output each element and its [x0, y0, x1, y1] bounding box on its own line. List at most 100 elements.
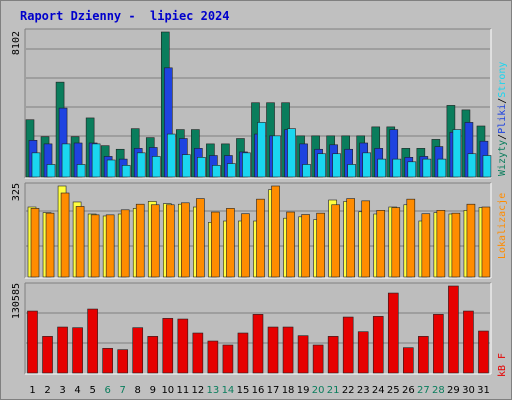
lokalizacje-bar: [75, 206, 85, 278]
day-label: 29: [447, 385, 460, 396]
day-label: 4: [74, 385, 80, 396]
kb-bar: [162, 318, 174, 374]
day-label: 19: [297, 385, 310, 396]
lokalizacje-bar: [301, 214, 310, 278]
lokalizacje-bar: [60, 192, 70, 278]
strony-bar: [437, 158, 447, 178]
lokalizacje-bar: [286, 211, 295, 278]
strony-bar: [422, 158, 432, 178]
lokalizacje-bar: [105, 214, 115, 278]
day-label: 30: [462, 385, 475, 396]
strony-bar: [467, 153, 477, 178]
lokalizacje-bar: [120, 209, 130, 278]
day-label: 10: [161, 385, 174, 396]
kb-bar: [237, 332, 249, 374]
legend-kb: kB F: [497, 353, 508, 377]
kb-bar: [87, 308, 98, 374]
day-label: 26: [402, 385, 415, 396]
day-label: 18: [282, 385, 295, 396]
day-label: 8: [135, 385, 141, 396]
day-label: 28: [432, 385, 445, 396]
kb-bar: [27, 310, 38, 374]
day-label: 2: [44, 385, 50, 396]
strony-bar: [76, 164, 86, 178]
lokalizacje-bar: [436, 210, 446, 278]
lokalizacje-bar: [181, 202, 190, 278]
kb-bar: [282, 326, 294, 374]
strony-bar: [91, 143, 101, 178]
kb-bar: [102, 348, 113, 374]
day-label: 11: [176, 385, 189, 396]
legend-text: kB F: [497, 353, 508, 377]
strony-bar: [31, 152, 41, 178]
lokalizacje-bar: [271, 185, 280, 278]
day-label: 14: [222, 385, 235, 396]
strony-bar: [362, 152, 372, 178]
lokalizacje-bar: [331, 204, 340, 278]
day-label: 22: [342, 385, 355, 396]
kb-bar: [57, 326, 68, 374]
strony-bar: [347, 164, 356, 178]
kb-bar: [297, 335, 309, 374]
strony-bar: [242, 152, 251, 178]
day-label: 5: [89, 385, 95, 396]
legend-text: Wizyty/Pliki/Strony: [497, 62, 508, 176]
day-label: 16: [252, 385, 265, 396]
day-label: 23: [357, 385, 370, 396]
kb-bar: [147, 336, 159, 374]
legend-strony: Strony: [497, 62, 508, 98]
strony-bar: [302, 164, 311, 178]
strony-bar: [61, 143, 71, 178]
legend-text: Lokalizacje: [497, 193, 508, 259]
lokalizacje-bar: [226, 208, 235, 278]
lokalizacje-bar: [361, 200, 371, 278]
day-label: 31: [477, 385, 490, 396]
lokalizacje-bar: [346, 198, 355, 278]
strony-bar: [392, 158, 402, 178]
day-label: 15: [237, 385, 250, 396]
day-label: 7: [120, 385, 126, 396]
day-label: 9: [150, 385, 156, 396]
legend-wizyty: Wizyty: [497, 140, 508, 176]
lokalizacje-bar: [211, 211, 220, 278]
y-max-label: 325: [11, 183, 22, 201]
y-max-label: 8102: [11, 31, 22, 55]
strony-bar: [482, 155, 492, 178]
day-label: 27: [417, 385, 430, 396]
strony-bar: [46, 164, 56, 178]
kb-bar: [387, 292, 399, 374]
day-label: 24: [372, 385, 385, 396]
day-label: 21: [327, 385, 340, 396]
lokalizacje-bar: [376, 210, 386, 278]
page-title: Raport Dzienny - lipiec 2024: [20, 9, 230, 23]
day-label: 25: [387, 385, 400, 396]
day-label: 6: [104, 385, 110, 396]
lokalizacje-bar: [90, 214, 100, 278]
kb-bar: [448, 285, 459, 374]
strony-bar: [272, 135, 281, 178]
strony-bar: [182, 154, 191, 178]
lokalizacje-bar: [256, 198, 265, 278]
strony-bar: [197, 157, 206, 178]
kb-bar: [132, 327, 144, 374]
kb-bar: [327, 336, 339, 374]
strony-bar: [106, 159, 116, 178]
day-label: 1: [29, 385, 35, 396]
lokalizacje-bar: [421, 213, 431, 278]
y-max-label: 130585: [11, 283, 22, 319]
kb-bar: [207, 340, 219, 374]
lokalizacje-bar: [451, 212, 461, 278]
lokalizacje-bar: [165, 204, 175, 278]
lokalizacje-bar: [481, 206, 491, 278]
lokalizacje-bar: [196, 198, 205, 278]
day-label: 3: [59, 385, 65, 396]
strony-bar: [287, 128, 296, 178]
kb-bar: [478, 330, 489, 374]
strony-bar: [136, 152, 146, 178]
legend-sep: /: [497, 98, 508, 104]
kb-bar: [342, 316, 354, 374]
kb-bar: [372, 316, 384, 374]
lokalizacje-bar: [150, 204, 160, 278]
